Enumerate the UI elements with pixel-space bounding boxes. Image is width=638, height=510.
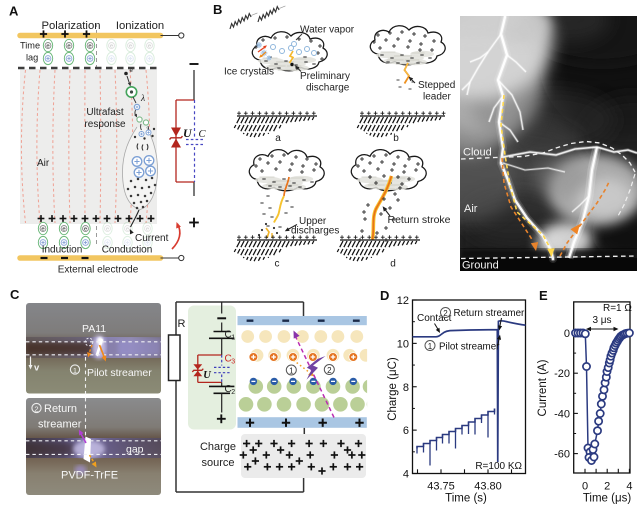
svg-text:1: 1 xyxy=(73,366,77,375)
svg-text:A: A xyxy=(9,4,19,19)
svg-text:External electrode: External electrode xyxy=(58,265,139,276)
svg-text:6: 6 xyxy=(403,425,409,437)
svg-text:-40: -40 xyxy=(554,408,570,420)
svg-text:R=1 Ω: R=1 Ω xyxy=(603,303,632,314)
svg-text:R: R xyxy=(178,318,186,330)
svg-text:Time (μs): Time (μs) xyxy=(583,493,632,505)
svg-text:Contact: Contact xyxy=(417,313,452,324)
svg-text:a: a xyxy=(275,133,281,144)
svg-text:v: v xyxy=(34,363,40,374)
svg-text:Current (A): Current (A) xyxy=(537,359,549,416)
svg-text:e: e xyxy=(126,227,129,233)
svg-text:3: 3 xyxy=(231,359,235,366)
svg-text:B: B xyxy=(213,2,222,17)
svg-text:e: e xyxy=(106,227,109,233)
svg-text:source: source xyxy=(201,457,234,469)
svg-text:Preliminary: Preliminary xyxy=(300,71,350,82)
svg-text:gap: gap xyxy=(126,444,144,456)
svg-text:-60: -60 xyxy=(554,449,570,461)
svg-text:response: response xyxy=(84,119,126,130)
svg-text:43.75: 43.75 xyxy=(427,481,455,493)
svg-text:Time: Time xyxy=(20,41,40,51)
svg-text:U: U xyxy=(203,370,212,381)
svg-text:leader: leader xyxy=(423,92,451,103)
svg-text:Ground: Ground xyxy=(462,260,499,272)
svg-text:4: 4 xyxy=(403,469,409,481)
svg-text:1: 1 xyxy=(231,335,235,342)
svg-text:2: 2 xyxy=(231,389,235,396)
svg-text:Upper: Upper xyxy=(299,216,327,227)
svg-text:e: e xyxy=(46,44,49,50)
svg-text:C: C xyxy=(199,129,207,140)
svg-text:Air: Air xyxy=(464,203,478,215)
svg-text:Charge (μC): Charge (μC) xyxy=(387,357,399,421)
svg-text:1: 1 xyxy=(289,366,294,375)
svg-text:R=100 KΩ: R=100 KΩ xyxy=(475,461,522,472)
svg-text:c: c xyxy=(275,259,280,270)
svg-text:e: e xyxy=(146,227,149,233)
svg-text:e: e xyxy=(129,44,132,50)
svg-text:e: e xyxy=(41,227,44,233)
svg-text:C: C xyxy=(10,287,20,302)
svg-text:Ionization: Ionization xyxy=(116,20,164,32)
svg-text:-20: -20 xyxy=(554,368,570,380)
svg-text:Stepped: Stepped xyxy=(418,80,455,91)
svg-text:43.80: 43.80 xyxy=(474,481,502,493)
svg-text:Polarization: Polarization xyxy=(41,20,100,32)
svg-text:e: e xyxy=(88,44,91,50)
svg-text:Return: Return xyxy=(44,403,77,415)
svg-text:e: e xyxy=(62,227,65,233)
svg-text:PA11: PA11 xyxy=(82,323,106,335)
svg-text:discharges: discharges xyxy=(291,226,339,237)
svg-text:C: C xyxy=(225,354,232,365)
svg-text:12: 12 xyxy=(397,295,409,307)
svg-text:Cloud: Cloud xyxy=(463,147,492,159)
svg-text:0: 0 xyxy=(564,328,570,340)
svg-text:C: C xyxy=(225,330,232,341)
svg-text:Ultrafast: Ultrafast xyxy=(86,107,123,118)
svg-text:Induction: Induction xyxy=(42,245,83,256)
svg-text:PVDF-TrFE: PVDF-TrFE xyxy=(61,470,118,482)
svg-text:Charge: Charge xyxy=(200,441,236,453)
svg-text:10: 10 xyxy=(397,338,409,350)
svg-text:4: 4 xyxy=(626,481,632,493)
svg-text:Pilot streamer: Pilot streamer xyxy=(87,367,152,379)
svg-text:e: e xyxy=(130,68,134,74)
svg-text:e: e xyxy=(67,44,70,50)
svg-text:Return stroke: Return stroke xyxy=(388,214,451,226)
svg-text:2: 2 xyxy=(604,481,610,493)
svg-text:Pilot streamer: Pilot streamer xyxy=(439,342,500,353)
svg-text:D: D xyxy=(380,288,389,303)
svg-text:8: 8 xyxy=(403,382,409,394)
svg-text:b: b xyxy=(393,133,399,144)
svg-text:2: 2 xyxy=(327,366,332,375)
svg-text:e: e xyxy=(110,44,113,50)
svg-text:1: 1 xyxy=(428,342,433,351)
svg-text:C: C xyxy=(225,384,232,395)
svg-text:Conduction: Conduction xyxy=(102,245,153,256)
svg-text:lag: lag xyxy=(26,53,38,63)
svg-text:Air: Air xyxy=(37,158,50,169)
svg-text:e: e xyxy=(148,44,151,50)
svg-text:0: 0 xyxy=(582,481,588,493)
svg-text:streamer: streamer xyxy=(38,419,82,431)
svg-text:3 μs: 3 μs xyxy=(592,315,611,326)
svg-text:discharge: discharge xyxy=(306,83,350,94)
svg-text:λ: λ xyxy=(140,94,145,104)
svg-text:2: 2 xyxy=(34,404,38,413)
svg-text:Return streamer: Return streamer xyxy=(454,308,526,319)
svg-text:Water vapor: Water vapor xyxy=(300,25,355,36)
svg-text:Ice crystals: Ice crystals xyxy=(224,67,274,78)
svg-text:U: U xyxy=(183,126,193,140)
svg-text:E: E xyxy=(539,288,548,303)
svg-text:Time (s): Time (s) xyxy=(445,493,487,505)
svg-text:2: 2 xyxy=(443,309,448,318)
svg-text:d: d xyxy=(390,259,396,270)
svg-text:e: e xyxy=(84,227,87,233)
svg-text:Current: Current xyxy=(135,233,169,244)
